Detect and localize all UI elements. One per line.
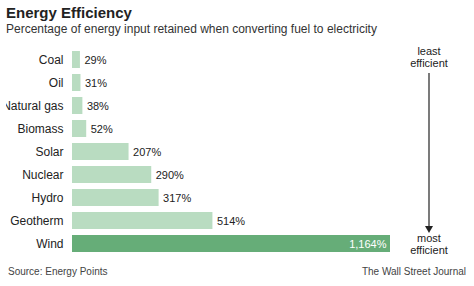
html-text:Energy Efficiency: Energy Efficiency (6, 4, 132, 21)
svg-text:290%: 290% (156, 169, 184, 181)
svg-text:leastefficient: leastefficient (410, 45, 448, 69)
svg-text:317%: 317% (163, 192, 191, 204)
svg-text:514%: 514% (217, 215, 245, 227)
html-text:Percentage of energy input ret: Percentage of energy input retained when… (6, 22, 377, 36)
svg-text:1,164%: 1,164% (349, 238, 387, 250)
svg-text:Nuclear: Nuclear (22, 168, 63, 182)
svg-text:29%: 29% (84, 54, 106, 66)
svg-text:mostefficient: mostefficient (410, 232, 448, 256)
svg-text:Oil: Oil (49, 76, 64, 90)
svg-text:Wind: Wind (36, 237, 63, 251)
svg-text:38%: 38% (87, 100, 109, 112)
svg-text:Hydro: Hydro (31, 191, 63, 205)
svg-text:Solar: Solar (35, 145, 63, 159)
svg-text:Biomass: Biomass (17, 122, 63, 136)
svg-text:Geotherm: Geotherm (10, 214, 63, 228)
svg-text:Natural gas: Natural gas (6, 99, 64, 113)
html-text:The Wall Street Journal: The Wall Street Journal (361, 266, 466, 277)
svg-text:207%: 207% (133, 146, 161, 158)
svg-text:Coal: Coal (39, 53, 64, 67)
svg-text:31%: 31% (85, 77, 107, 89)
html-text:Source: Energy Points: Source: Energy Points (8, 266, 108, 277)
svg-text:52%: 52% (91, 123, 113, 135)
